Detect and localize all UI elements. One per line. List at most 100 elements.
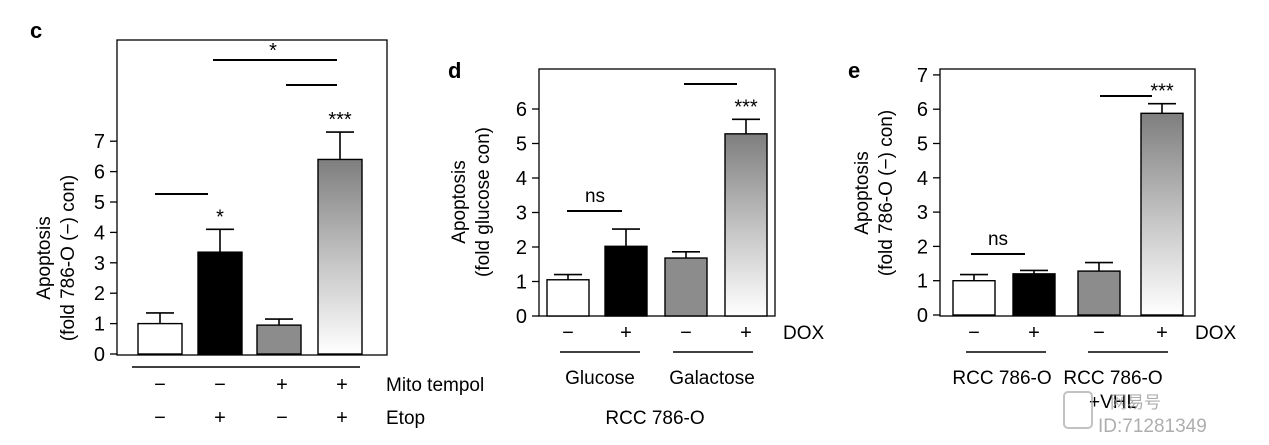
panel-d-group-glucose: Glucose: [565, 368, 635, 389]
panel-d-sig-label: ***: [734, 96, 758, 118]
panel-d-bar: [546, 279, 590, 317]
panel-c-ytick-label: 3: [94, 253, 105, 275]
panel-e-dox-label: DOX: [1195, 323, 1237, 344]
panel-e-ytick-label: 5: [917, 134, 928, 156]
panel-d-ytick-label: 2: [516, 237, 527, 259]
panel-c-ylabel: Apoptosis (fold 786-O (−) con): [34, 175, 79, 341]
panel-e-dox-sign: +: [1156, 322, 1168, 344]
panel-d-dox-signs: − + − +: [562, 322, 752, 344]
panel-e-group-2-sub: +VHL: [1089, 392, 1137, 413]
panel-d-ytick-label: 1: [516, 272, 527, 294]
panel-d-y-axis: 0 1 2 3 4 5 6: [516, 99, 539, 328]
panel-c-bar: [256, 324, 302, 355]
panel-e-ytick-label: 2: [917, 236, 928, 258]
panel-c-ytick-label: 1: [94, 314, 105, 336]
panel-e-y-axis: 0 1 2 3 4 5 6 7: [917, 65, 940, 327]
panel-e-sig-label: ***: [1150, 81, 1174, 103]
panel-c-bars: ****: [137, 109, 363, 355]
panel-e-bar: [952, 280, 996, 316]
panel-c-row-label-mito: Mito tempol: [386, 375, 484, 396]
panel-d-bar: [724, 133, 768, 317]
panel-d-ytick-label: 3: [516, 203, 527, 225]
watermark-line2: ID:71281349: [1098, 416, 1207, 437]
panel-c-condition-rows: − − + + − + − +: [154, 374, 348, 429]
panel-c-bracket-label: *: [269, 40, 277, 62]
panel-d-dox-label: DOX: [783, 323, 825, 344]
panel-e-bar: [1077, 270, 1121, 316]
panel-c-y-axis: 0 1 2 3 4 5 6 7: [94, 131, 117, 366]
panel-e-letter: e: [848, 58, 860, 83]
panel-c-bar: [317, 158, 363, 355]
panel-e-group-2: RCC 786-O: [1063, 368, 1162, 389]
panel-e-ytick-label: 3: [917, 202, 928, 224]
panel-c-sig-label: ***: [328, 109, 352, 131]
panel-d-ylabel-line1: Apoptosis: [449, 160, 470, 243]
watermark-line1: 网易号: [1110, 393, 1161, 412]
panel-e-ylabel-line2: (fold 786-O (−) con): [876, 110, 897, 276]
panel-e-ytick-label: 6: [917, 99, 928, 121]
panel-d-bars: ***: [546, 96, 768, 317]
panel-c: c 0 1 2 3 4 5 6 7 Apoptosis (fold 786-O (−) con…: [30, 18, 484, 429]
panel-e-bars: ***: [952, 81, 1184, 316]
panel-e: e 0 1 2 3 4 5 6 7 Apoptosis (fold 786-O (−) con…: [848, 58, 1237, 413]
panel-d-group-galactose: Galactose: [669, 368, 755, 389]
panel-d-ylabel: Apoptosis (fold glucose con): [449, 127, 494, 277]
panel-c-ytick-label: 4: [94, 222, 105, 244]
panel-c-condition-sign: −: [154, 374, 166, 396]
panel-c-ytick-label: 0: [94, 344, 105, 366]
panel-c-condition-sign: +: [336, 374, 348, 396]
panel-d: d 0 1 2 3 4 5 6 Apoptosis (fold glucose con) *…: [448, 58, 825, 429]
panel-d-bar: [664, 257, 708, 317]
panel-d-ytick-label: 4: [516, 168, 527, 190]
panel-e-ytick-label: 7: [917, 65, 928, 87]
panel-d-bar: [604, 245, 648, 317]
panel-d-ytick-label: 6: [516, 99, 527, 121]
panel-c-ytick-label: 2: [94, 283, 105, 305]
panel-c-sig-label: *: [216, 206, 224, 228]
panel-d-bracket-label: ns: [585, 186, 605, 207]
panel-d-ytick-label: 5: [516, 134, 527, 156]
watermark: 网易号 ID:71281349: [1063, 391, 1207, 437]
panel-c-bar: [197, 251, 243, 355]
panel-c-ylabel-line1: Apoptosis: [34, 216, 55, 299]
panel-c-row-label-etop: Etop: [386, 408, 425, 429]
panel-d-dox-sign: −: [680, 322, 692, 344]
panel-c-ytick-label: 5: [94, 192, 105, 214]
panel-c-ylabel-line2: (fold 786-O (−) con): [58, 175, 79, 341]
panel-e-ytick-label: 1: [917, 271, 928, 293]
panel-c-ytick-label: 6: [94, 162, 105, 184]
panel-c-condition-sign: −: [214, 374, 226, 396]
panel-d-dox-sign: −: [562, 322, 574, 344]
panel-e-group-1: RCC 786-O: [952, 368, 1051, 389]
panel-e-bracket-label: ns: [988, 229, 1008, 250]
panel-e-ytick-label: 0: [917, 305, 928, 327]
panel-d-ylabel-line2: (fold glucose con): [473, 127, 494, 277]
panel-e-bar: [1012, 273, 1056, 316]
panel-c-condition-sign: −: [276, 407, 288, 429]
panel-c-ytick-label: 7: [94, 131, 105, 153]
panel-c-condition-sign: −: [154, 407, 166, 429]
panel-c-condition-sign: +: [336, 407, 348, 429]
panel-e-dox-sign: +: [1028, 322, 1040, 344]
panel-d-dox-sign: +: [740, 322, 752, 344]
panel-c-condition-sign: +: [276, 374, 288, 396]
panel-c-frame: [116, 39, 388, 356]
panel-e-dox-signs: − + − +: [968, 322, 1168, 344]
panel-d-dox-sign: +: [620, 322, 632, 344]
panel-e-ylabel: Apoptosis (fold 786-O (−) con): [852, 110, 897, 276]
panel-d-frame: [538, 68, 776, 317]
panel-e-dox-sign: −: [968, 322, 980, 344]
panel-e-bar: [1140, 112, 1184, 316]
panel-e-dox-sign: −: [1093, 322, 1105, 344]
panel-e-ylabel-line1: Apoptosis: [852, 151, 873, 234]
watermark-logo-icon: [1063, 391, 1093, 429]
panel-c-bar: [137, 322, 183, 355]
panel-d-ytick-label: 0: [516, 306, 527, 328]
panel-d-letter: d: [448, 58, 461, 83]
panel-c-condition-sign: +: [214, 407, 226, 429]
panel-e-frame: [939, 68, 1196, 317]
panel-d-footer: RCC 786-O: [605, 408, 704, 429]
panel-e-ytick-label: 4: [917, 168, 928, 190]
panel-c-letter: c: [30, 18, 42, 43]
